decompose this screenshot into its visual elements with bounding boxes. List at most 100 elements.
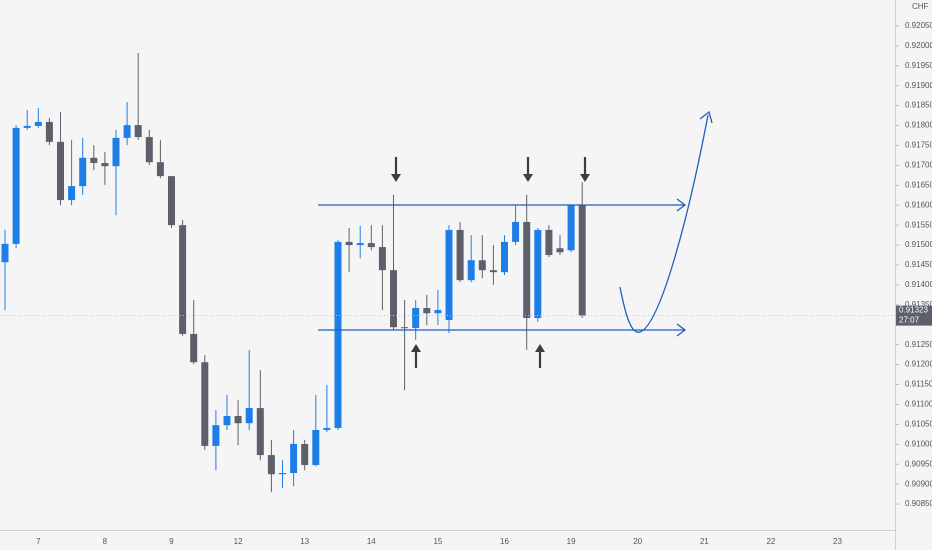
candle-body [145,137,153,163]
candle-body [290,443,298,474]
y-tick-label: 0.91850 [905,101,932,110]
candle-body [256,408,264,456]
candle-body [134,125,142,138]
candle-body [545,229,553,256]
arrow-tip [535,344,545,352]
y-tick-label: 0.92050 [905,21,932,30]
y-tick-label: 0.91400 [905,280,932,289]
candle-body [534,229,542,318]
candle-body [190,333,198,363]
candle-body [1,243,9,263]
last-price-label: 0.91323 [899,306,928,315]
x-tick-label: 13 [300,537,309,546]
candle-body [356,243,364,246]
markers [391,157,590,368]
candle-body [478,260,486,271]
y-tick-label: 0.91050 [905,420,932,429]
y-tick-label: 0.91650 [905,180,932,189]
candle-body [467,260,475,281]
arrow-tip [523,174,533,182]
candle-body [556,248,564,253]
x-tick-label: 12 [234,537,243,546]
x-tick-label: 7 [36,537,41,546]
y-tick-label: 0.91000 [905,439,932,448]
arrow-tip [411,344,421,352]
candle-body [578,205,586,316]
candle-body [301,443,309,466]
y-tick-label: 0.91950 [905,61,932,70]
candle-body [279,473,286,475]
candle-body [412,308,420,328]
candle-body [367,243,375,248]
x-tick-label: 19 [567,537,576,546]
candle-body [445,229,453,320]
x-tick-label: 22 [766,537,775,546]
candle-body [456,229,464,281]
y-tick-label: 0.91450 [905,260,932,269]
candle-body [334,241,342,428]
y-tick-label: 0.90850 [905,499,932,508]
candle-body [212,425,220,446]
candle-body [45,121,53,142]
arrow-tip [391,174,401,182]
y-tick-label: 0.91200 [905,360,932,369]
y-tick-label: 0.91100 [905,400,932,409]
arrowhead [676,198,687,212]
y-tick-label: 0.91150 [905,380,932,389]
x-tick-label: 20 [633,537,642,546]
candle-body [234,416,242,424]
candle-body [245,408,253,424]
candle-body [390,270,397,328]
candle-body [567,205,575,251]
candle-body [101,162,109,167]
x-tick-label: 14 [367,537,376,546]
x-tick-label: 16 [500,537,509,546]
y-tick-label: 0.90900 [905,479,932,488]
candle-body [201,362,209,446]
drawings [318,110,713,337]
y-tick-label: 0.91800 [905,121,932,130]
y-tick-label: 0.91500 [905,240,932,249]
candle-body [512,221,520,242]
y-tick-label: 0.90950 [905,459,932,468]
candle-body [223,416,231,426]
x-tick-label: 9 [169,537,174,546]
candle-body [312,429,320,466]
candle-body [489,270,497,273]
x-tick-label: 15 [433,537,442,546]
candle-body [79,157,87,187]
y-tick-label: 0.91700 [905,160,932,169]
candle-body [179,225,187,334]
y-tick-label: 0.91900 [905,81,932,90]
currency-label: CHF [912,2,929,11]
candle-body [90,157,98,163]
y-tick-label: 0.91350 [905,300,932,309]
arrow-tip [580,174,590,182]
y-tick-label: 0.91550 [905,220,932,229]
candle-body [112,137,120,167]
candle-body [401,327,409,329]
candle-body [523,221,531,318]
candle-body [57,141,64,201]
candle-body [123,125,131,138]
candle-body [345,241,353,246]
candle-body [323,427,331,430]
arrowhead [676,323,687,337]
candle-body [423,308,431,314]
x-tick-label: 21 [700,537,709,546]
y-tick-label: 0.91600 [905,200,932,209]
y-tick-label: 0.91250 [905,340,932,349]
x-tick-label: 8 [103,537,108,546]
candle-body [434,310,442,314]
arrowhead [699,110,713,124]
candle-body [267,455,275,475]
y-tick-label: 0.92000 [905,41,932,50]
candle-body [156,162,164,177]
candle-body [23,125,31,128]
candle-body [34,121,42,126]
y-tick-label: 0.91750 [905,141,932,150]
candle-body [68,186,76,201]
last-price-box [896,305,932,326]
